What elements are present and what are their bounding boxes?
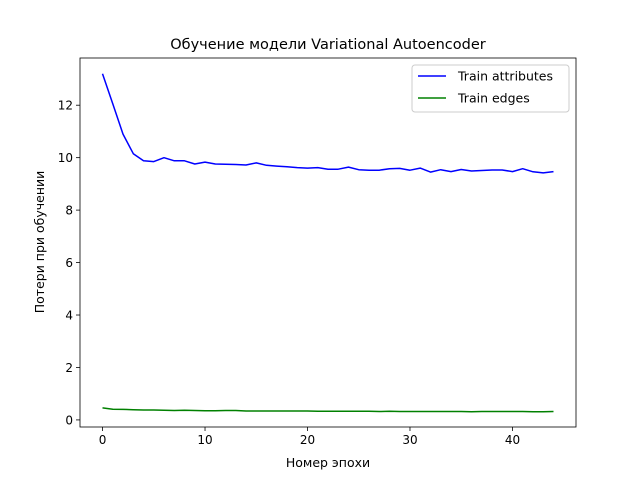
x-tick-label-1: 10 — [197, 433, 212, 447]
x-axis-label: Номер эпохи — [286, 455, 370, 470]
series-line-1 — [102, 407, 554, 413]
plot-area: 0 10 20 30 40 0 2 4 6 8 10 12 — [58, 57, 577, 447]
y-tick-label-0: 0 — [65, 413, 73, 427]
axes-frame — [79, 57, 577, 428]
chart-title: Обучение модели Variational Autoencoder — [170, 37, 486, 53]
x-tick-label-2: 20 — [300, 433, 315, 447]
y-tick-label-4: 8 — [65, 204, 73, 218]
series-line-0 — [101, 73, 554, 174]
y-tick-label-1: 2 — [65, 361, 73, 375]
legend: Train attributes Train edges — [411, 64, 570, 113]
y-tick-label-2: 4 — [65, 309, 73, 323]
y-tick-label-6: 12 — [58, 99, 73, 113]
y-axis-label: Потери при обучении — [32, 171, 47, 314]
x-tick-label-4: 40 — [505, 433, 520, 447]
x-tick-label-3: 30 — [402, 433, 417, 447]
legend-label-1: Train edges — [457, 91, 530, 106]
y-tick-label-5: 10 — [58, 151, 73, 165]
legend-box — [411, 64, 570, 113]
x-tick-label-0: 0 — [99, 433, 107, 447]
legend-label-0: Train attributes — [457, 69, 553, 84]
y-tick-label-3: 6 — [65, 256, 73, 270]
